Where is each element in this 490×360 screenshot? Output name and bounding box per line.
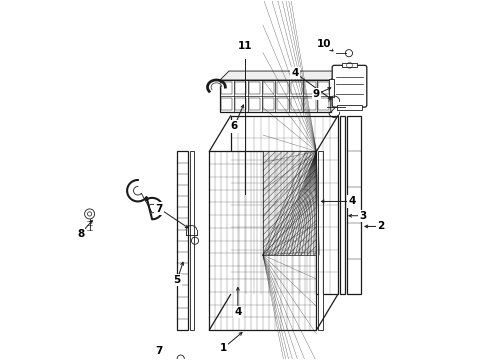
Text: 9: 9 (313, 89, 320, 99)
Polygon shape (220, 71, 340, 80)
Text: 7: 7 (156, 203, 163, 213)
Text: 4: 4 (292, 68, 299, 78)
Text: 10: 10 (317, 39, 331, 49)
Text: 4: 4 (234, 307, 242, 317)
FancyBboxPatch shape (332, 65, 367, 107)
Polygon shape (209, 152, 317, 330)
Text: 3: 3 (359, 211, 367, 221)
Bar (249, 82, 260, 94)
Bar (277, 98, 288, 110)
Text: 5: 5 (173, 275, 181, 285)
Text: 8: 8 (77, 229, 84, 239)
Bar (304, 82, 316, 94)
Bar (318, 98, 329, 110)
Text: 7: 7 (156, 346, 163, 356)
Polygon shape (331, 71, 340, 112)
Text: 11: 11 (238, 41, 252, 51)
Text: 2: 2 (377, 221, 384, 231)
Polygon shape (220, 80, 331, 112)
Bar (340, 116, 345, 294)
Bar (221, 98, 232, 110)
Bar (235, 98, 246, 110)
Bar (291, 82, 302, 94)
Bar (342, 63, 357, 67)
Bar (329, 79, 334, 98)
Bar (277, 82, 288, 94)
Text: 6: 6 (231, 121, 238, 131)
Bar (318, 152, 323, 330)
Bar (263, 98, 274, 110)
Text: 4: 4 (348, 197, 356, 206)
Bar (190, 152, 194, 330)
Bar (177, 152, 188, 330)
Text: 1: 1 (220, 343, 227, 353)
Polygon shape (263, 152, 317, 255)
Bar (318, 82, 329, 94)
Bar (263, 82, 274, 94)
Bar (337, 105, 362, 111)
Bar (235, 82, 246, 94)
Bar (347, 116, 361, 294)
Bar (221, 82, 232, 94)
Bar (291, 98, 302, 110)
Bar (304, 98, 316, 110)
Bar (249, 98, 260, 110)
